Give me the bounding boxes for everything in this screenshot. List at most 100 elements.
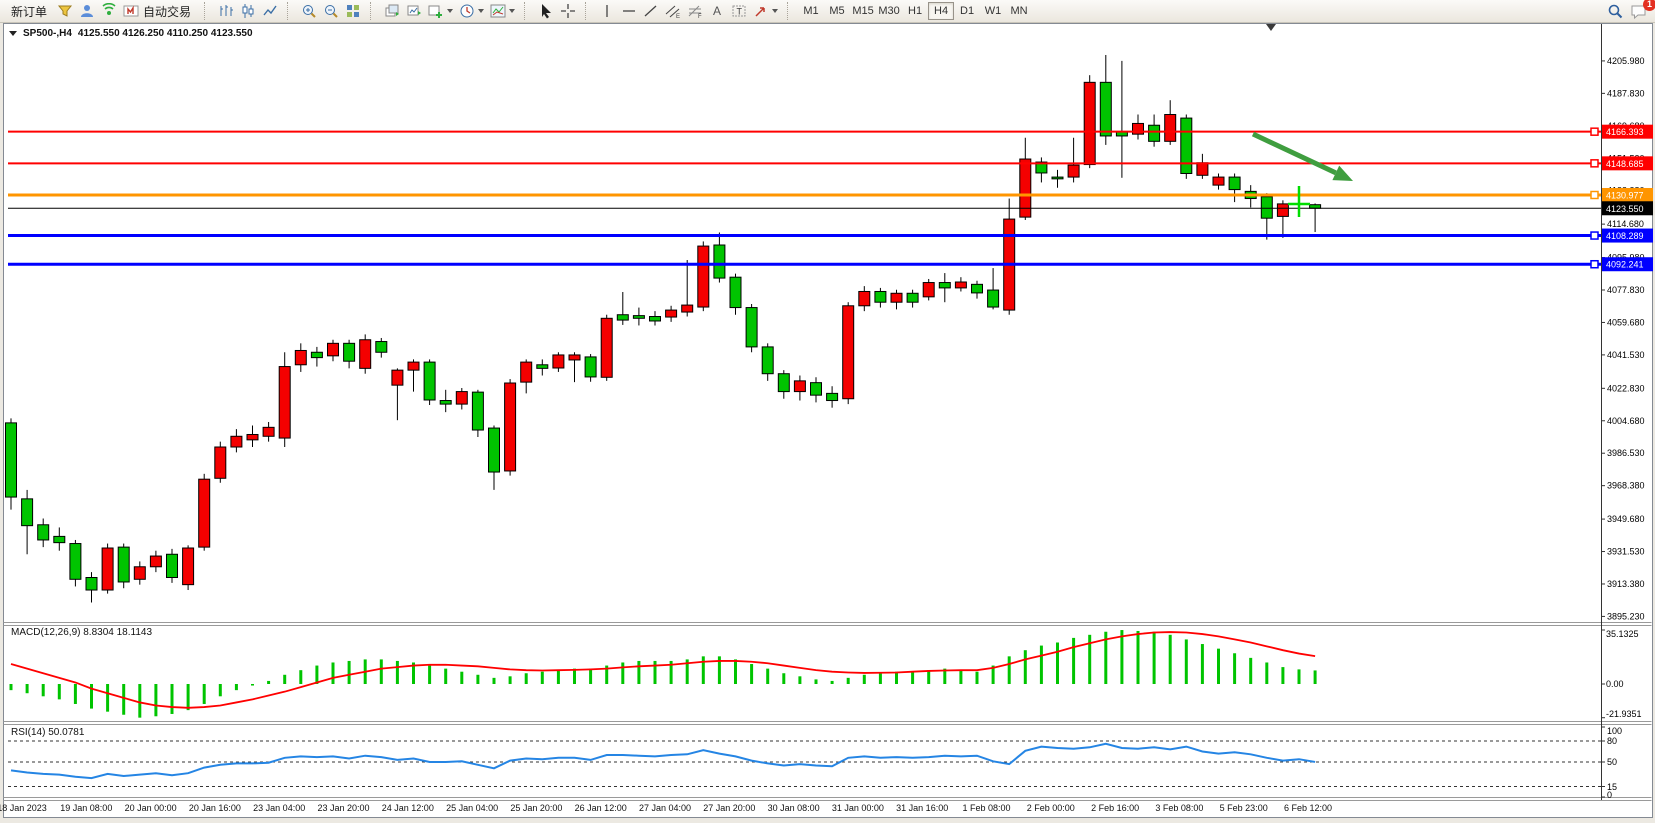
- candle-bear: [745, 307, 758, 348]
- timeframe-w1[interactable]: W1: [980, 2, 1006, 20]
- candle-bear: [375, 341, 388, 353]
- price-line-label: [1602, 257, 1653, 272]
- candlestick-chart-icon[interactable]: [237, 1, 259, 21]
- candle-bull: [697, 245, 710, 308]
- chat-icon[interactable]: 1: [1627, 0, 1655, 21]
- zoom-in-icon[interactable]: [298, 1, 320, 21]
- axis-tick-label: 80: [1607, 736, 1617, 746]
- chart-title: SP500-,H4 4125.550 4126.250 4110.250 412…: [9, 28, 253, 39]
- candle-bear: [439, 400, 452, 405]
- arrows-icon[interactable]: [750, 1, 781, 21]
- candle-bear: [85, 577, 98, 591]
- chart-shift-marker[interactable]: [1266, 24, 1276, 31]
- new-chart-icon[interactable]: [425, 1, 456, 21]
- equidistant-channel-icon[interactable]: E: [662, 1, 684, 21]
- new-order-button[interactable]: 新订单: [4, 1, 54, 21]
- signals-icon[interactable]: [98, 1, 120, 21]
- candle-bull: [504, 382, 517, 472]
- line-handle[interactable]: [1590, 190, 1599, 200]
- candle-bear: [423, 361, 436, 401]
- trendline-icon[interactable]: [640, 1, 662, 21]
- autotrading-button[interactable]: 自动交易: [120, 1, 198, 21]
- axis-tick-label: 4114.680: [1607, 219, 1644, 229]
- line-handle[interactable]: [1590, 231, 1599, 240]
- axis-tick-label: 4077.830: [1607, 285, 1645, 295]
- axis-tick-label: 4205.980: [1607, 56, 1645, 66]
- candle-bull: [149, 555, 162, 568]
- price-line-label-text: 4108.289: [1606, 231, 1644, 241]
- svg-text:F: F: [698, 14, 702, 19]
- candle-bear: [53, 535, 66, 544]
- candle-bull: [198, 478, 211, 548]
- chart-frame: [3, 23, 1653, 818]
- timeframe-h4[interactable]: H4: [928, 2, 955, 20]
- toolbar-separator: [204, 2, 211, 20]
- crosshair-icon[interactable]: [557, 1, 579, 21]
- timeframe-d1[interactable]: D1: [954, 2, 980, 20]
- funnel-icon[interactable]: [54, 1, 76, 21]
- horizontal-line-icon[interactable]: [618, 1, 640, 21]
- axis-tick-label: 0: [1607, 790, 1612, 800]
- time-axis-label: 25 Jan 04:00: [446, 803, 499, 813]
- time-axis-label: 25 Jan 20:00: [510, 803, 563, 813]
- candle-bear: [536, 364, 549, 369]
- candle-bear: [1309, 204, 1322, 209]
- candle-bear: [1180, 117, 1193, 175]
- text-icon[interactable]: A: [706, 1, 728, 21]
- timeframe-m30[interactable]: M30: [876, 2, 902, 20]
- bar-chart-icon[interactable]: [215, 1, 237, 21]
- candle-bull: [182, 547, 195, 586]
- time-axis-label: 27 Jan 20:00: [703, 803, 756, 813]
- line-chart-icon[interactable]: [259, 1, 281, 21]
- timeframe-mn[interactable]: MN: [1006, 2, 1032, 20]
- candle-bull: [133, 566, 146, 580]
- candle-bear: [971, 283, 983, 294]
- candle-bear: [1099, 81, 1112, 137]
- time-axis-label: 23 Jan 20:00: [317, 803, 370, 813]
- chevron-down-icon: [9, 31, 17, 36]
- trend-arrow-head[interactable]: [1332, 165, 1353, 181]
- timeframe-m15[interactable]: M15: [850, 2, 876, 20]
- price-line-label-text: 4092.241: [1606, 260, 1644, 270]
- candle-bear: [826, 392, 839, 402]
- timeframe-m1[interactable]: M1: [798, 2, 824, 20]
- candle-bear: [37, 524, 50, 541]
- timeframe-h1[interactable]: H1: [902, 2, 928, 20]
- period-clock-icon[interactable]: [456, 1, 487, 21]
- axis-tick-label: 3986.530: [1607, 448, 1645, 458]
- templates-icon[interactable]: [487, 1, 518, 21]
- chart-canvas[interactable]: 4205.9804187.8304169.6804151.5304133.380…: [0, 23, 1655, 823]
- cascade-windows-icon[interactable]: [381, 1, 403, 21]
- timeframe-m5[interactable]: M5: [824, 2, 850, 20]
- time-axis-label: 27 Jan 04:00: [638, 803, 692, 813]
- zoom-out-icon[interactable]: [320, 1, 342, 21]
- candle-bear: [649, 316, 661, 322]
- cursor-icon[interactable]: [535, 1, 557, 21]
- candle-bear: [1260, 196, 1273, 219]
- candle-bear: [166, 553, 178, 579]
- line-handle[interactable]: [1590, 127, 1599, 136]
- toolbar-separator: [524, 2, 531, 20]
- candle-bear: [777, 373, 790, 393]
- fibonacci-icon[interactable]: F: [684, 1, 706, 21]
- candle-bear: [69, 543, 82, 580]
- toolbar-separator: [787, 2, 794, 20]
- line-handle[interactable]: [1590, 159, 1599, 168]
- search-icon[interactable]: [1604, 1, 1627, 21]
- line-handle[interactable]: [1590, 259, 1599, 269]
- candle-bull: [1212, 176, 1225, 186]
- candle-bull: [327, 342, 339, 357]
- chart-window[interactable]: 4205.9804187.8304169.6804151.5304133.380…: [0, 23, 1655, 823]
- candle-bear: [343, 342, 356, 362]
- tile-windows-icon[interactable]: [342, 1, 364, 21]
- profile-icon[interactable]: [76, 1, 98, 21]
- candle-bull: [1019, 158, 1032, 218]
- text-label-icon[interactable]: T: [728, 1, 750, 21]
- vertical-line-icon[interactable]: [596, 1, 618, 21]
- axis-tick-label: 35.1325: [1606, 629, 1639, 639]
- arrange-windows-icon[interactable]: [403, 1, 425, 21]
- candle-bull: [214, 446, 227, 479]
- candle-bear: [729, 276, 742, 309]
- candle-bull: [520, 361, 533, 383]
- trend-arrow[interactable]: [1251, 131, 1337, 176]
